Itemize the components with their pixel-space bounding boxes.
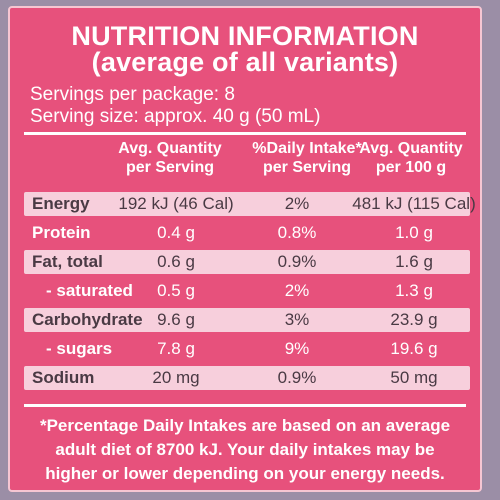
row-daily-intake: 3%: [284, 310, 310, 329]
table-row-energy: Energy 192 kJ (46 Cal) 2% 481 kJ (115 Ca…: [24, 192, 476, 216]
row-daily-intake: 0.9%: [277, 252, 317, 271]
row-per-serving: 9.6 g: [157, 310, 195, 329]
column-header-daily-intake: %Daily Intake* per Serving: [232, 139, 382, 177]
table-row-carbohydrate: Carbohydrate 9.6 g 3% 23.9 g: [24, 308, 470, 332]
row-label: Protein: [32, 223, 91, 242]
column-header-avg-per-serving: Avg. Quantity per Serving: [100, 139, 240, 177]
row-label: - sugars: [46, 339, 113, 358]
nutrition-panel: NUTRITION INFORMATION (average of all va…: [8, 6, 482, 492]
row-per-serving: 0.4 g: [157, 223, 195, 242]
row-daily-intake: 9%: [284, 339, 310, 358]
footnote-line: adult diet of 8700 kJ. Your daily intake…: [55, 440, 435, 459]
row-per-100g: 1.0 g: [395, 223, 433, 242]
row-per-100g: 1.3 g: [395, 281, 433, 300]
divider-bottom: [24, 404, 466, 407]
table-row-fat-total: Fat, total 0.6 g 0.9% 1.6 g: [24, 250, 470, 274]
column-header-line: Avg. Quantity: [118, 140, 222, 157]
row-per-100g: 50 mg: [390, 368, 438, 387]
row-daily-intake: 0.8%: [277, 223, 317, 242]
table-row-saturated: - saturated 0.5 g 2% 1.3 g: [24, 279, 470, 303]
row-label: Carbohydrate: [32, 310, 143, 329]
column-header-line: Avg. Quantity: [359, 140, 463, 157]
footnote-line: *Percentage Daily Intakes are based on a…: [39, 416, 451, 435]
divider-top: [24, 132, 466, 135]
row-per-100g: 1.6 g: [395, 252, 433, 271]
servings-per-package: Servings per package: 8: [30, 84, 235, 105]
row-label: Sodium: [32, 368, 95, 387]
column-header-avg-per-100g: Avg. Quantity per 100 g: [346, 139, 476, 177]
row-per-100g: 481 kJ (115 Cal): [352, 194, 476, 213]
footnote-line: higher or lower depending on your energy…: [45, 464, 445, 483]
table-row-protein: Protein 0.4 g 0.8% 1.0 g: [24, 221, 470, 245]
column-header-line: per Serving: [262, 159, 352, 176]
row-label: Energy: [32, 194, 90, 213]
serving-size: Serving size: approx. 40 g (50 mL): [30, 106, 321, 127]
row-per-100g: 19.6 g: [390, 339, 438, 358]
row-daily-intake: 2%: [284, 194, 310, 213]
table-row-sugars: - sugars 7.8 g 9% 19.6 g: [24, 337, 470, 361]
row-per-serving: 20 mg: [152, 368, 200, 387]
row-per-serving: 192 kJ (46 Cal): [118, 194, 234, 213]
table-row-sodium: Sodium 20 mg 0.9% 50 mg: [24, 366, 470, 390]
row-per-serving: 7.8 g: [157, 339, 195, 358]
panel-subtitle: (average of all variants): [91, 47, 399, 77]
row-daily-intake: 0.9%: [277, 368, 317, 387]
panel-title: NUTRITION INFORMATION: [71, 21, 419, 51]
row-per-serving: 0.6 g: [157, 252, 195, 271]
column-header-line: per Serving: [125, 159, 215, 176]
row-per-serving: 0.5 g: [157, 281, 195, 300]
row-daily-intake: 2%: [284, 281, 310, 300]
row-label: - saturated: [46, 281, 133, 300]
column-header-line: per 100 g: [375, 159, 447, 176]
row-label: Fat, total: [32, 252, 103, 271]
row-per-100g: 23.9 g: [390, 310, 438, 329]
column-header-line: %Daily Intake*: [252, 140, 362, 157]
